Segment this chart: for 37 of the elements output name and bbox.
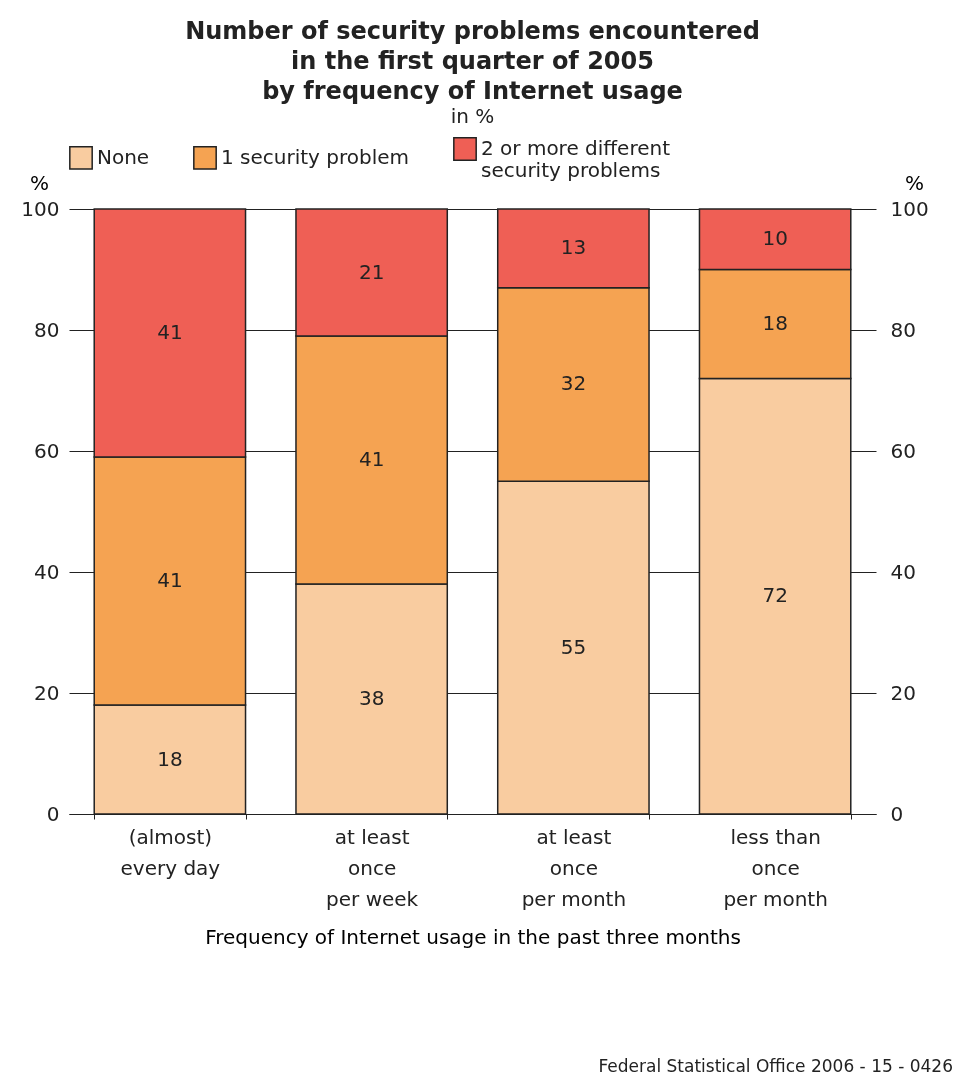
- y2-tick-label: 40: [890, 559, 916, 584]
- data-label: 21: [358, 259, 385, 284]
- legend-label: 2 or more different security problems: [481, 136, 671, 182]
- text: Federal Statistical Office 2006 - 15 - 0426: [598, 1056, 953, 1076]
- y2-tick-label: 20: [890, 680, 916, 705]
- data-label: 41: [157, 320, 183, 345]
- y-tick-label: 80: [34, 317, 60, 342]
- data-label: 38: [358, 686, 385, 711]
- y2-tick-label: 60: [890, 438, 916, 463]
- data-label: 13: [560, 235, 587, 260]
- data-label: 18: [762, 310, 788, 335]
- y-tick-label: 40: [34, 559, 60, 584]
- y-tick-label: 60: [34, 438, 60, 463]
- data-label: 32: [560, 371, 587, 396]
- data-label: 10: [762, 226, 788, 251]
- y2-tick-label: 80: [890, 317, 916, 342]
- x-axis-title: Frequency of Internet usage in the past three months: [205, 924, 741, 949]
- y-tick-label: 100: [21, 196, 60, 221]
- y2-tick-label: 0: [890, 801, 904, 826]
- data-label: 41: [358, 447, 385, 472]
- chart-subtitle: in %: [450, 104, 495, 128]
- y2-tick-label: 100: [890, 196, 929, 221]
- x-tick-label: at least once per month: [521, 824, 627, 911]
- legend-label: 1 security problem: [221, 144, 410, 169]
- data-label: 18: [157, 746, 183, 771]
- y-axis-title: %: [29, 170, 50, 195]
- legend-label: None: [97, 144, 150, 169]
- x-tick-label: (almost) every day: [120, 824, 221, 880]
- x-tick-label: less than once per month: [723, 824, 828, 911]
- chart-title: Number of security problems encountered in the first quarter of 2005 by frequency of Internet usage: [185, 17, 760, 105]
- data-label: 55: [560, 634, 587, 659]
- y-tick-label: 20: [34, 680, 60, 705]
- data-label: 72: [762, 583, 788, 608]
- y2-axis-title: %: [904, 170, 925, 195]
- data-label: 41: [157, 568, 183, 593]
- x-tick-label: at least once per week: [326, 824, 419, 911]
- y-tick-label: 0: [46, 801, 60, 826]
